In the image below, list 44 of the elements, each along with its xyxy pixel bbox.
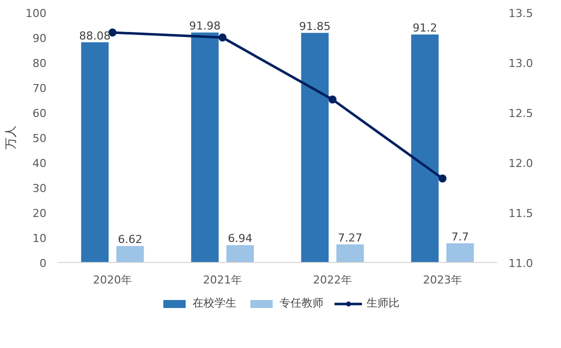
y2-tick-label: 11.0	[508, 257, 533, 270]
y-tick-label: 40	[32, 157, 47, 170]
y-tick-label: 60	[32, 107, 47, 120]
y-axis-title: 万人	[4, 126, 18, 150]
bar	[301, 32, 329, 262]
y2-tick-label: 13.0	[508, 57, 533, 70]
y-tick-label: 10	[32, 232, 47, 245]
bar	[411, 34, 439, 262]
bar	[226, 245, 254, 262]
data-label: 88.08	[79, 29, 111, 42]
data-label: 6.94	[228, 232, 252, 246]
y-tick-label: 70	[32, 82, 47, 95]
bar	[336, 244, 364, 262]
x-tick-label: 2020年	[93, 274, 132, 286]
y-tick-label: 30	[32, 182, 47, 195]
data-label: 7.7	[451, 230, 469, 244]
data-label: 7.27	[338, 231, 362, 244]
point	[438, 174, 446, 182]
bar	[446, 243, 474, 262]
y2-tick-label: 12.5	[508, 107, 533, 120]
y2-tick-label: 11.5	[508, 207, 533, 220]
y-tick-label: 50	[32, 132, 47, 145]
data-label: 6.62	[118, 232, 142, 246]
legend-label: 生师比	[366, 296, 400, 310]
legend-label: 在校学生	[192, 296, 236, 310]
y-tick-label: 90	[32, 32, 47, 45]
bar	[191, 32, 219, 262]
y2-tick-label: 12.0	[508, 157, 533, 170]
bar	[81, 42, 109, 262]
y2-tick-label: 13.5	[508, 7, 533, 20]
x-tick-label: 2023年	[423, 274, 462, 286]
y-tick-label: 100	[26, 7, 47, 20]
x-tick-label: 2022年	[313, 274, 352, 286]
y-tick-label: 0	[40, 257, 46, 270]
data-label: 91.2	[412, 22, 438, 34]
legend-label: 专任教师	[280, 296, 324, 310]
x-tick-label: 2021年	[203, 274, 242, 286]
bar	[116, 246, 144, 262]
point	[218, 34, 226, 42]
y-tick-label: 20	[32, 207, 47, 220]
point	[328, 96, 336, 104]
data-label: 91.98	[189, 20, 221, 33]
data-label: 91.85	[299, 20, 331, 33]
y-tick-label: 80	[32, 57, 47, 70]
